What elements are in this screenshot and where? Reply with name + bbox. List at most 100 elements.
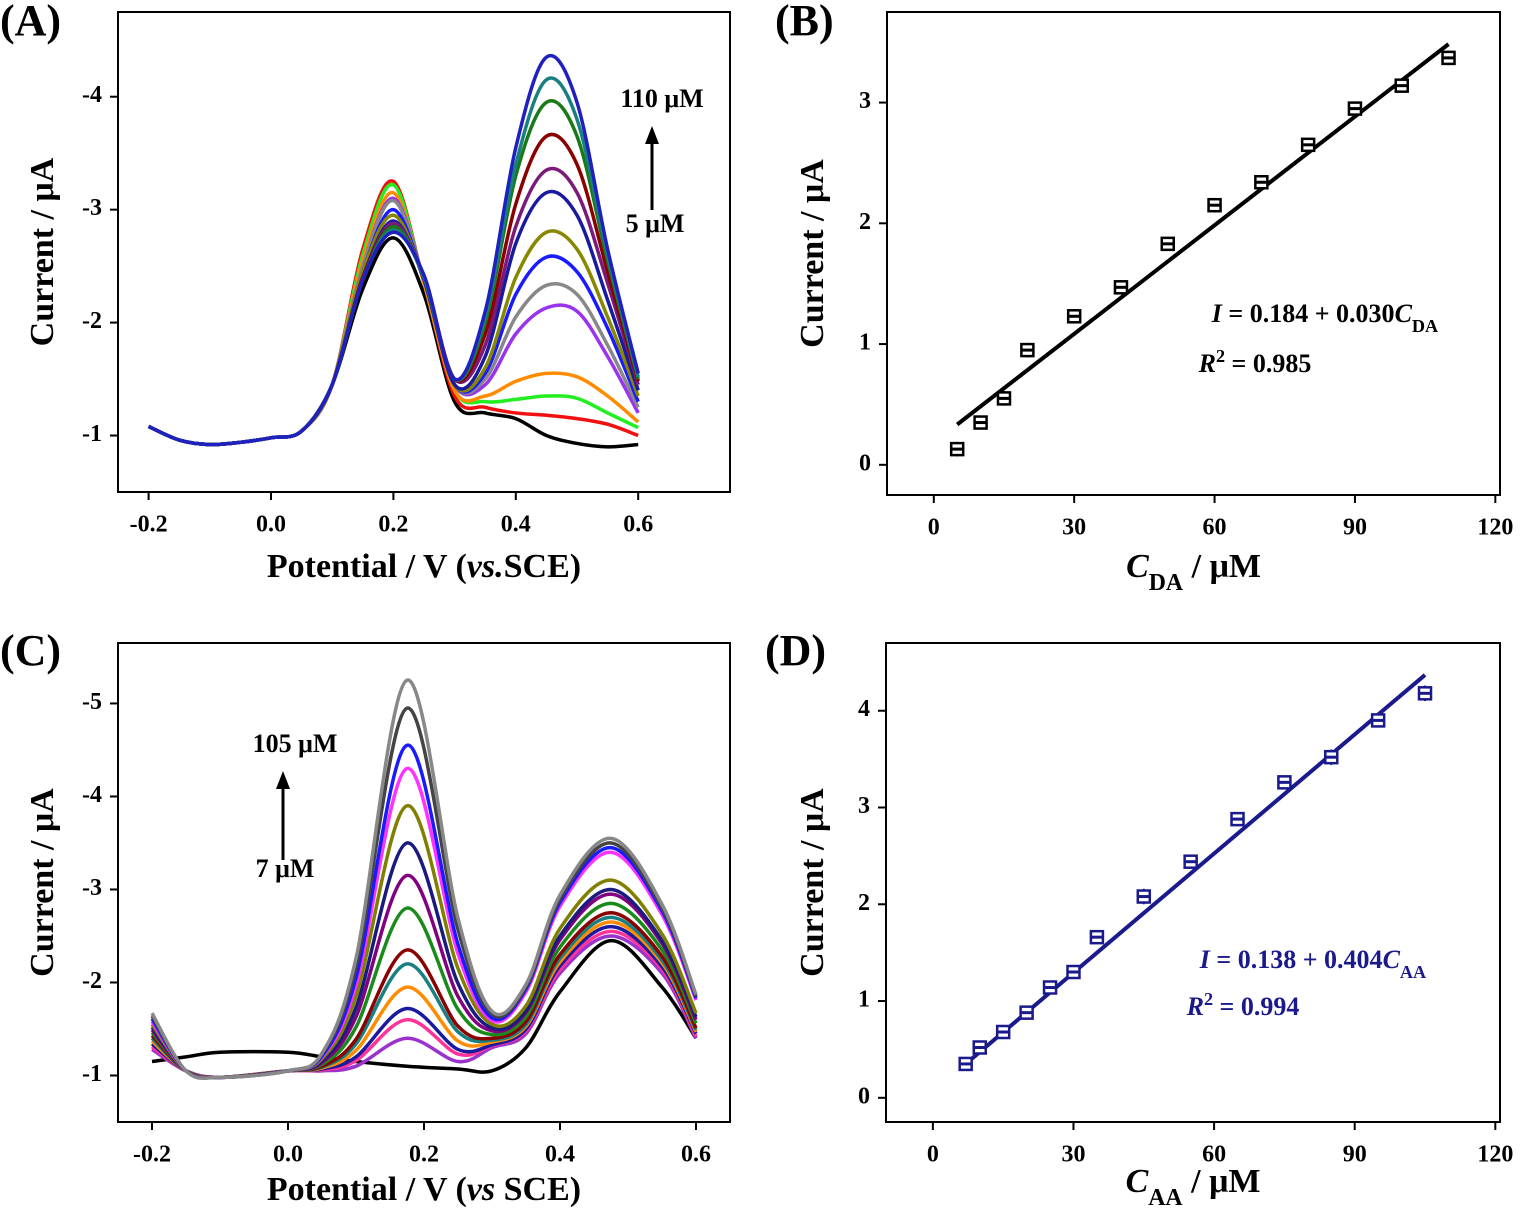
r-squared: R2 = 0.985 [1198, 346, 1312, 378]
text-part: C [1395, 299, 1413, 328]
arrow-head [645, 126, 659, 144]
y-axis-label: Current / μA [794, 788, 831, 977]
curve [150, 924, 698, 1080]
y-tick-label: 2 [859, 209, 871, 235]
annotation: 105 μM [253, 729, 338, 758]
arrow-head [276, 771, 290, 789]
curve [147, 213, 640, 447]
annotation: 7 μM [256, 854, 315, 883]
text-part: R [1198, 349, 1216, 378]
x-axis-label: Potential / V (vs SCE) [267, 1171, 581, 1208]
text-part: SCE) [504, 548, 581, 585]
y-axis-label: Current / μA [24, 157, 61, 346]
text-part: DA [1412, 316, 1438, 336]
y-tick-label: 0 [859, 450, 871, 476]
text-part: I [1211, 299, 1223, 328]
text-part: 2 [1216, 346, 1225, 366]
plot-frame [117, 642, 731, 1123]
text-part: C [1126, 1163, 1149, 1200]
text-part: DA [1149, 570, 1184, 596]
text-part: SCE) [495, 1171, 581, 1208]
curve [151, 934, 698, 1080]
x-tick-label: 30 [1062, 515, 1086, 541]
equation: I = 0.184 + 0.030CDA [1211, 299, 1438, 336]
text-part: I [1199, 945, 1211, 974]
text-part: 2 [1204, 989, 1213, 1009]
text-part: AA [1148, 1185, 1183, 1211]
text-part: = 0.184 + 0.030 [1222, 299, 1395, 328]
x-tick-label: 90 [1343, 515, 1367, 541]
x-tick-label: 30 [1061, 1142, 1085, 1168]
y-axis-label: Current / μA [794, 159, 831, 348]
y-tick-label: 3 [859, 88, 871, 114]
panel: (A) -0.2 0.0 0.2 0.4 0.6 -1 -2 -3 -4 Current / μA P… [0, 0, 731, 585]
text-part: R [1186, 992, 1204, 1021]
x-tick-label: 120 [1477, 515, 1513, 541]
panel-label: (D) [765, 626, 826, 675]
x-tick-label: 0.2 [378, 512, 408, 538]
x-tick-label: 0 [927, 1142, 939, 1168]
x-tick-label: 0.6 [623, 512, 653, 538]
x-tick-label: 60 [1202, 1142, 1226, 1168]
x-axis-label: Potential / V (vs.SCE) [267, 548, 581, 585]
y-tick-label: -2 [82, 308, 102, 334]
fit-line [955, 42, 1450, 427]
panel: (C) -0.2 0.0 0.2 0.4 0.6 -1 -2 -3 -4 -5 Current / μ… [0, 626, 731, 1208]
y-tick-label: 4 [858, 696, 870, 722]
curve [150, 929, 698, 1080]
y-tick-label: 3 [858, 793, 870, 819]
text-part: = 0.138 + 0.404 [1210, 945, 1383, 974]
fit-line [964, 673, 1427, 1066]
plot-frame [886, 11, 1501, 496]
text-part: vs. [467, 548, 504, 585]
text-part: vs [467, 1171, 495, 1208]
text-part: = 0.985 [1225, 349, 1311, 378]
text-part: / μM [1183, 1163, 1261, 1200]
text-part: / μM [1183, 548, 1261, 585]
x-tick-label: 0 [928, 515, 940, 541]
curve [147, 53, 640, 447]
x-axis-label: CDA / μM [1126, 548, 1261, 596]
y-tick-label: -3 [82, 875, 102, 901]
text-part: C [1383, 945, 1401, 974]
y-tick-label: -3 [82, 195, 102, 221]
text-part: Potential / V ( [267, 1171, 467, 1208]
annotation: 5 μM [626, 209, 685, 238]
x-tick-label: 0.0 [256, 512, 286, 538]
y-tick-label: 1 [858, 987, 870, 1013]
x-tick-label: -0.2 [130, 512, 168, 538]
panel-label: (A) [0, 0, 61, 45]
x-tick-label: 0.0 [273, 1142, 303, 1168]
text-part: Potential / V ( [267, 548, 467, 585]
text-part: C [1126, 548, 1149, 585]
y-tick-label: -1 [82, 1061, 102, 1087]
x-tick-label: 90 [1343, 1142, 1367, 1168]
annotation: 110 μM [620, 84, 703, 113]
y-tick-label: -4 [82, 782, 102, 808]
curve [151, 938, 698, 1074]
y-tick-label: 0 [858, 1083, 870, 1109]
plot-frame [117, 11, 731, 493]
panel-label: (C) [0, 626, 61, 675]
y-tick-label: -2 [82, 968, 102, 994]
text-part: AA [1400, 962, 1426, 982]
plot-frame [885, 642, 1501, 1123]
equation: I = 0.138 + 0.404CAA [1199, 945, 1426, 982]
curve [147, 99, 640, 447]
x-tick-label: -0.2 [133, 1142, 171, 1168]
y-axis-label: Current / μA [24, 788, 61, 977]
y-tick-label: -5 [82, 689, 102, 715]
y-tick-label: 1 [859, 330, 871, 356]
x-tick-label: 0.4 [545, 1142, 575, 1168]
panel-label: (B) [775, 0, 834, 45]
y-tick-label: -1 [82, 421, 102, 447]
x-tick-label: 0.2 [409, 1142, 439, 1168]
curve [147, 207, 640, 447]
y-tick-label: 2 [858, 890, 870, 916]
x-tick-label: 0.4 [501, 512, 531, 538]
x-axis-label: CAA / μM [1126, 1163, 1261, 1211]
text-part: = 0.994 [1213, 992, 1299, 1021]
